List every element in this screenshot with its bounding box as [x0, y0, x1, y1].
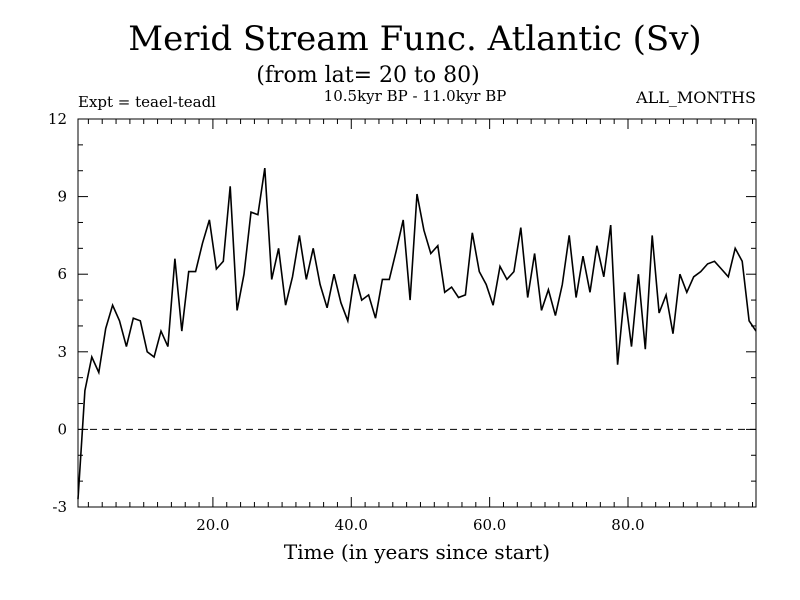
experiment-label: Expt = teael-teadl: [78, 93, 216, 111]
x-tick-label: 20.0: [196, 516, 229, 534]
x-tick-label: 60.0: [473, 516, 506, 534]
data-series: [77, 167, 757, 500]
chart-title: Merid Stream Func. Atlantic (Sv): [128, 19, 701, 59]
y-tick-label: 6: [57, 265, 67, 283]
x-tick-label: 40.0: [335, 516, 368, 534]
plot-border: [77, 118, 757, 508]
msf-series-line: [77, 167, 757, 500]
x-axis-label: Time (in years since start): [284, 540, 550, 564]
y-tick-label: 0: [57, 420, 67, 438]
y-tick-label: -3: [52, 498, 67, 516]
y-tick-label: 12: [48, 110, 67, 128]
x-axis-ticks: 20.0 40.0 60.0 80.0: [87, 119, 754, 534]
y-axis-ticks: -3 0 3 6 9 12: [48, 110, 756, 516]
period-label: 10.5kyr BP - 11.0kyr BP: [324, 87, 507, 105]
y-tick-label: 9: [57, 188, 67, 206]
chart-subtitle: (from lat= 20 to 80): [256, 63, 479, 88]
x-tick-label: 80.0: [611, 516, 644, 534]
season-label: ALL_MONTHS: [635, 88, 756, 107]
plot-frame: [77, 118, 757, 508]
y-tick-label: 3: [57, 343, 67, 361]
